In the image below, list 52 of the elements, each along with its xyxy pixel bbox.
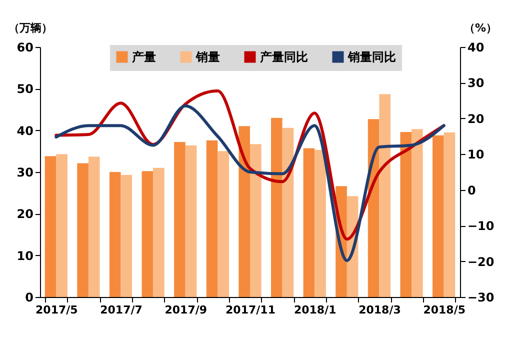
bar: [314, 150, 326, 297]
bar: [185, 145, 197, 297]
bar: [153, 168, 164, 297]
bar: [412, 129, 423, 297]
y-tick-label: 50: [16, 82, 34, 96]
bar: [303, 148, 315, 297]
y2-axis-title: （%）: [464, 22, 498, 34]
bar: [250, 144, 262, 297]
y2-tick-label: 0: [468, 183, 476, 198]
y2-tick-label: 30: [468, 76, 484, 90]
x-tick-label: 2017/11: [226, 304, 276, 316]
bar: [142, 171, 154, 297]
bar: [218, 151, 229, 297]
y-tick-label: 10: [16, 248, 34, 263]
x-tick-label: 2018/5: [423, 304, 466, 316]
bar: [282, 128, 294, 297]
bar: [206, 140, 218, 297]
y2-tick-label: −20: [468, 254, 494, 269]
x-tick-label: 2017/5: [36, 304, 78, 316]
bar: [120, 174, 132, 297]
y2-tick-label: 40: [468, 40, 484, 54]
x-tick-label: 2018/3: [358, 304, 401, 316]
y-axis-title: （万辆）: [8, 22, 52, 34]
bar: [238, 126, 250, 297]
x-tick-label: 2017/9: [164, 304, 208, 316]
y-tick-label: 0: [25, 290, 34, 304]
y-tick-label: 20: [16, 207, 34, 222]
legend-label: 产量: [131, 50, 156, 64]
bar: [44, 156, 56, 297]
y2-tick-label: 20: [468, 112, 484, 126]
bar: [174, 142, 186, 297]
legend-label: 产量同比: [259, 50, 308, 64]
bar: [379, 94, 391, 297]
y-tick-label: 60: [16, 40, 34, 54]
bar: [444, 132, 456, 297]
bar: [88, 156, 100, 297]
legend-label: 销量同比: [347, 50, 396, 64]
legend-label: 销量: [195, 50, 220, 64]
y-tick-label: 40: [16, 124, 34, 138]
y2-tick-label: −10: [468, 219, 494, 234]
bar: [400, 132, 412, 297]
bar: [56, 154, 68, 297]
y2-tick-label: 10: [468, 148, 484, 162]
x-tick-label: 2017/7: [100, 304, 142, 316]
bar: [271, 118, 282, 297]
y2-tick-label: −30: [468, 290, 494, 304]
x-tick-label: 2018/1: [294, 304, 336, 316]
bar: [77, 163, 88, 297]
bar: [109, 172, 121, 297]
line-series: [54, 104, 446, 262]
bar: [432, 135, 444, 297]
y-tick-label: 30: [16, 166, 34, 180]
